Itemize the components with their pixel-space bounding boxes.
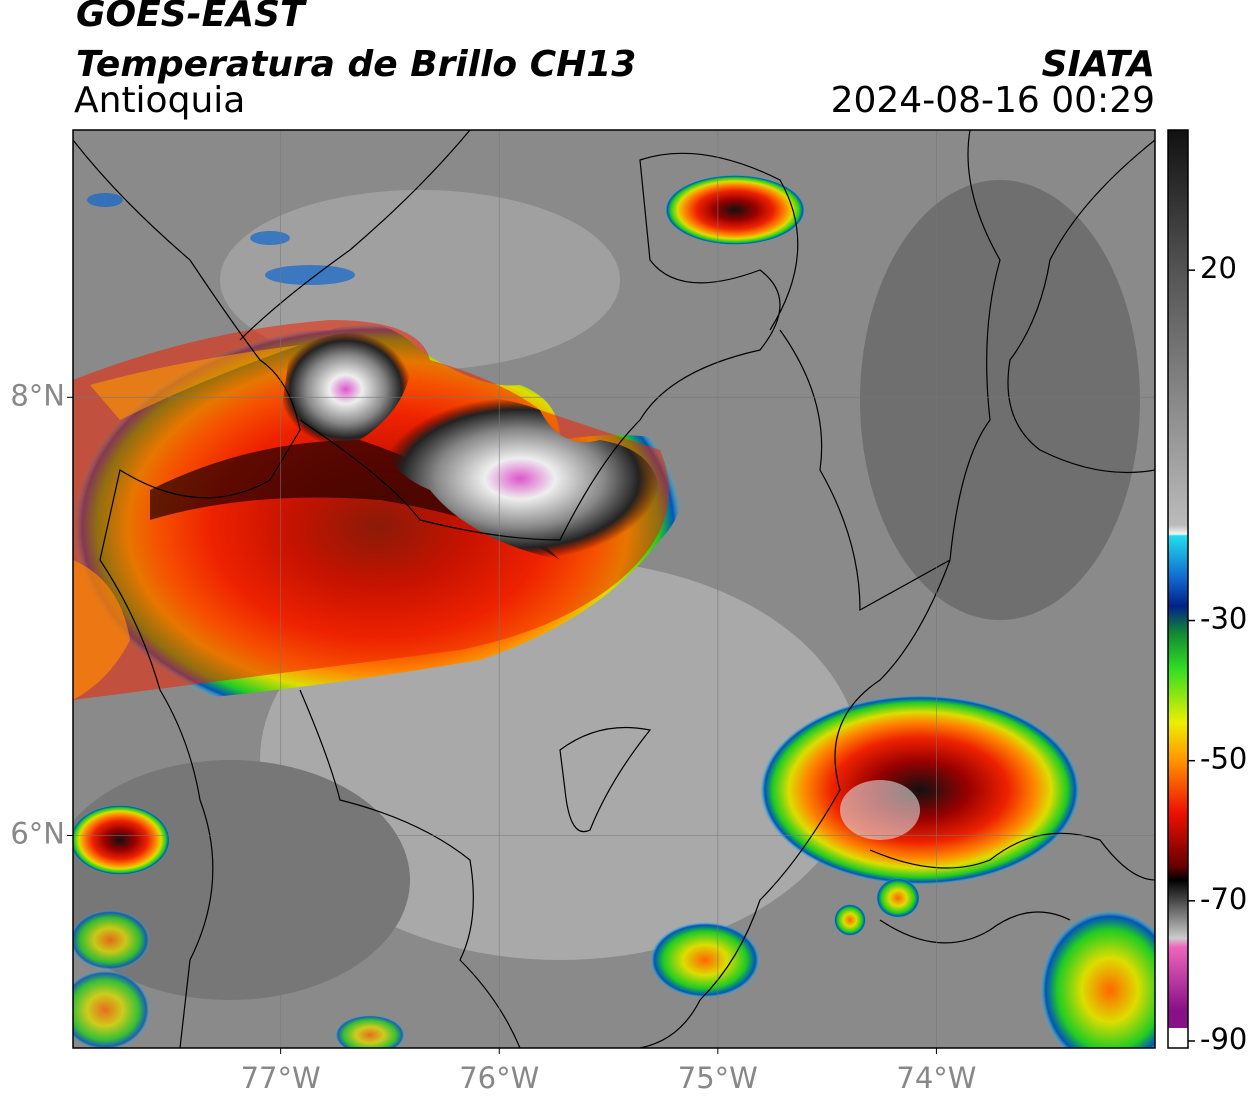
subtitle: Temperatura de Brillo CH13 bbox=[76, 44, 636, 85]
x-tick-label: 75°W bbox=[678, 1061, 758, 1095]
colorbar-frame bbox=[1167, 129, 1189, 1049]
colorbar-tick-label: -90 bbox=[1200, 1022, 1247, 1056]
title: GOES-EAST bbox=[76, 0, 307, 35]
satellite-image bbox=[73, 130, 1155, 1048]
colorbar-tick-label: -30 bbox=[1200, 602, 1247, 636]
grid bbox=[73, 130, 1155, 1048]
colorbar-extension bbox=[1168, 1028, 1188, 1048]
x-tick-label: 76°W bbox=[459, 1061, 539, 1095]
timestamp: 2024-08-16 00:29 bbox=[831, 80, 1155, 121]
region: Antioquia bbox=[74, 80, 245, 121]
colorbar-tick-label: -50 bbox=[1200, 742, 1247, 776]
map-frame bbox=[72, 129, 1156, 1049]
colorbar-tick-label: -70 bbox=[1200, 882, 1247, 916]
colorbar-tick-label: 20 bbox=[1200, 251, 1237, 285]
x-tick-label: 77°W bbox=[241, 1061, 321, 1095]
y-tick-label: 6°N bbox=[10, 816, 65, 850]
colorbar bbox=[1168, 130, 1188, 1028]
source: SIATA bbox=[1042, 44, 1155, 85]
x-tick-label: 74°W bbox=[896, 1061, 976, 1095]
y-tick-label: 8°N bbox=[10, 378, 65, 412]
